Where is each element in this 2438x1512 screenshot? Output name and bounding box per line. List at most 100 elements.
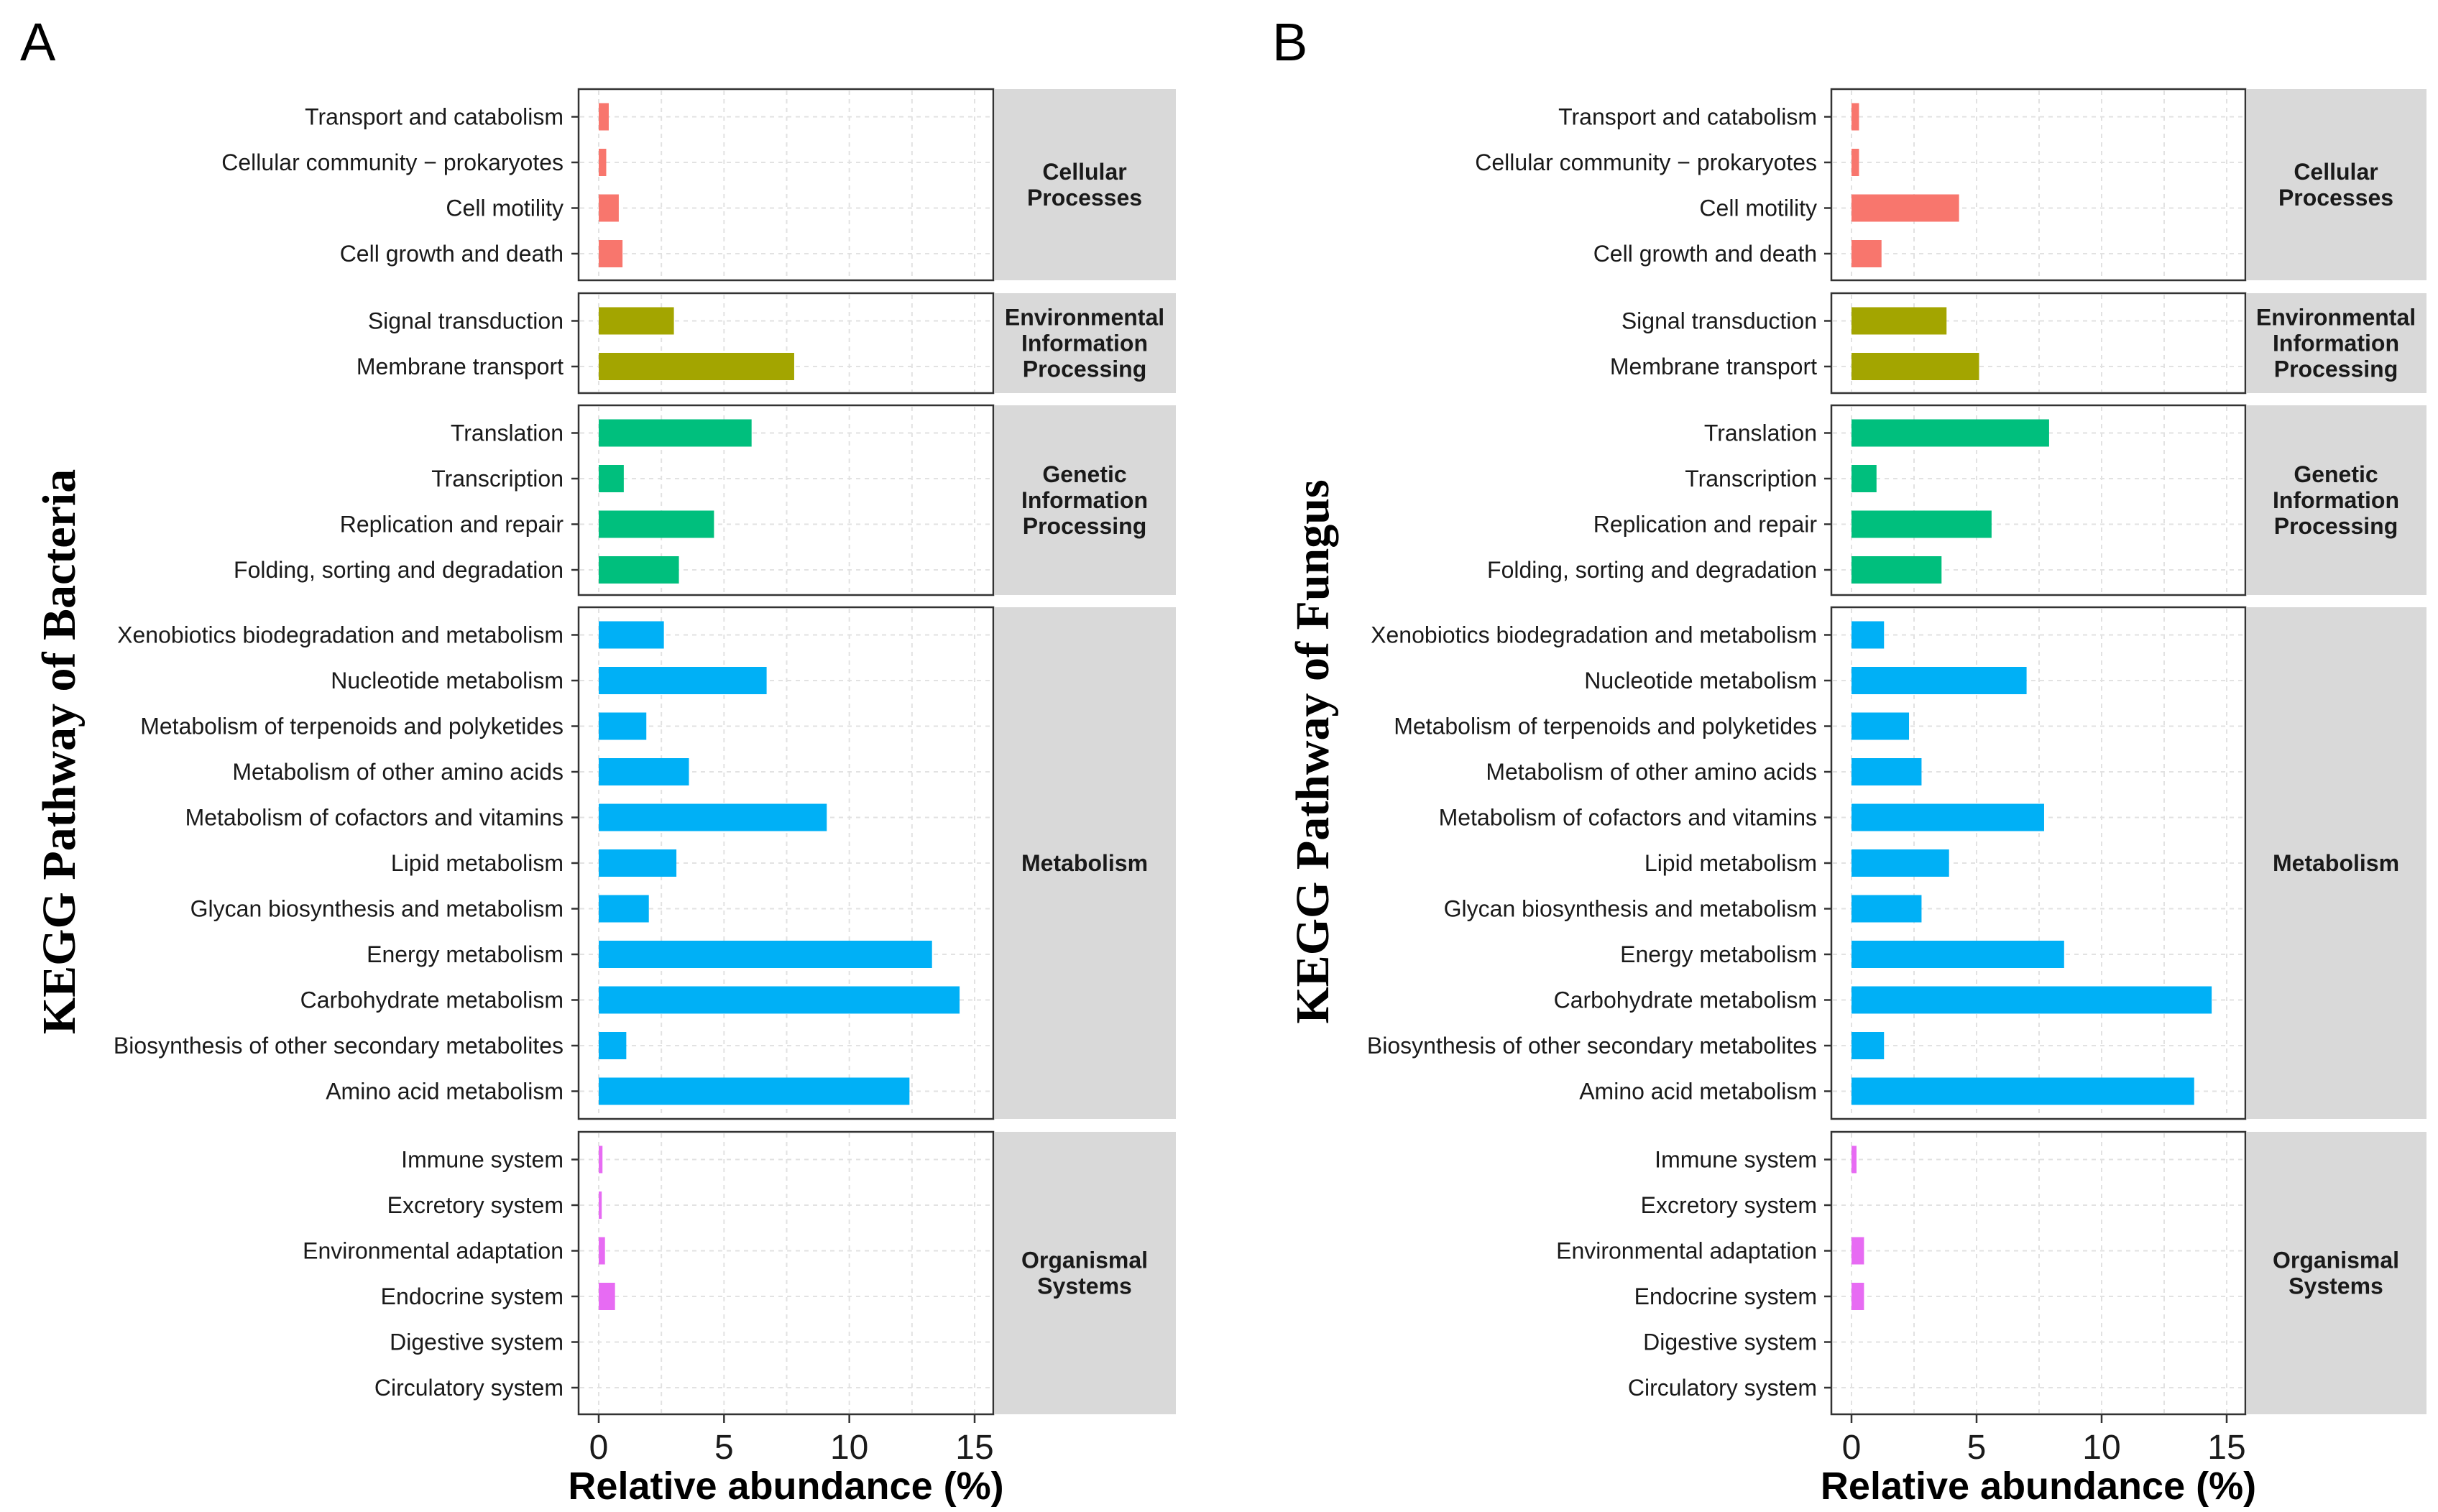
category-label: Cell growth and death: [1593, 241, 1817, 267]
facet-strip-line: Processes: [2278, 185, 2393, 211]
bar: [1852, 149, 1859, 176]
bar: [599, 758, 689, 785]
facet-strip-label: Genetic Information Processing: [1021, 461, 1148, 539]
facet-strip-label: Environmental Information Processing: [2256, 305, 2416, 382]
facet-strip: [995, 293, 1176, 393]
facet-strip-line: Information: [1021, 331, 1148, 356]
category-label: Cell growth and death: [340, 241, 564, 267]
bar: [1852, 621, 1885, 649]
bar: [1852, 712, 1910, 740]
category-label: Glycan biosynthesis and metabolism: [190, 896, 564, 922]
bar: [1852, 353, 1979, 380]
category-label: Lipid metabolism: [1644, 850, 1817, 876]
category-label: Nucleotide metabolism: [1584, 668, 1817, 693]
category-label: Excretory system: [1641, 1192, 1817, 1218]
x-tick-label: 15: [2207, 1429, 2245, 1467]
bar: [599, 1077, 910, 1105]
bar: [599, 1191, 602, 1219]
bar: [1852, 941, 2064, 968]
facet-strip-line: Environmental: [1005, 305, 1164, 331]
category-label: Carbohydrate metabolism: [1554, 987, 1817, 1013]
category-label: Xenobiotics biodegradation and metabolis…: [117, 622, 564, 648]
category-label: Lipid metabolism: [391, 850, 564, 876]
facet-strip-line: Systems: [2288, 1273, 2383, 1299]
category-label: Environmental adaptation: [303, 1238, 564, 1264]
bar: [1852, 1145, 1857, 1174]
x-axis-title: Relative abundance (%): [568, 1465, 1003, 1508]
category-label: Cell motility: [1699, 195, 1817, 221]
bar: [599, 895, 649, 923]
facet-strip: [995, 405, 1176, 595]
category-label: Xenobiotics biodegradation and metabolis…: [1371, 622, 1817, 648]
category-label: Signal transduction: [1622, 308, 1817, 334]
facet-strip-label: Cellular Processes: [2278, 159, 2393, 211]
category-label: Metabolism of terpenoids and polyketides: [140, 714, 564, 739]
x-tick-label: 10: [830, 1429, 868, 1467]
panel-letter: A: [20, 12, 56, 72]
panel-letter: B: [1272, 12, 1307, 72]
category-label: Biosynthesis of other secondary metaboli…: [114, 1033, 564, 1059]
bar: [599, 849, 677, 877]
bar: [1852, 803, 2044, 831]
bar: [599, 510, 714, 538]
facet: Genetic Information Processing Translation T…: [234, 404, 1176, 596]
facet-strip-line: Organismal: [2273, 1248, 2399, 1273]
category-label: Folding, sorting and degradation: [234, 557, 564, 583]
bar: [599, 621, 664, 649]
category-label: Transport and catabolism: [305, 104, 564, 130]
facet-strip-line: Genetic: [2294, 461, 2378, 487]
bar: [599, 803, 827, 831]
bar: [1852, 895, 1922, 923]
bar: [1852, 986, 2212, 1014]
category-label: Transport and catabolism: [1558, 104, 1817, 130]
category-label: Digestive system: [390, 1329, 564, 1355]
facet-strip-line: Metabolism: [1021, 850, 1148, 876]
facet-strip: [2247, 607, 2426, 1119]
panel-b: B KEGG Pathway of Fungus Cellular Processes…: [1272, 12, 2426, 1508]
category-label: Transcription: [431, 466, 564, 492]
category-label: Translation: [1704, 420, 1817, 446]
facet-strip-line: Information: [2273, 331, 2399, 356]
y-axis-title: KEGG Pathway of Bacteria: [33, 469, 86, 1034]
category-label: Amino acid metabolism: [326, 1079, 564, 1105]
bar: [599, 1283, 615, 1310]
facet-strip-line: Cellular: [2294, 159, 2378, 185]
category-label: Cellular community − prokaryotes: [221, 149, 564, 175]
category-label: Digestive system: [1643, 1329, 1817, 1355]
facet-strip-line: Processing: [1023, 356, 1147, 382]
bar: [599, 712, 647, 740]
bar: [1852, 510, 1992, 538]
facet-strip: [2247, 405, 2426, 595]
category-label: Circulatory system: [1628, 1375, 1817, 1401]
facet-strip-line: Processing: [2274, 513, 2398, 539]
bar: [599, 307, 674, 335]
category-label: Translation: [451, 420, 564, 446]
facet: Genetic Information Processing Translation T…: [1487, 404, 2426, 596]
x-tick-label: 0: [589, 1429, 609, 1467]
bar: [1852, 1283, 1864, 1310]
y-axis-title: KEGG Pathway of Fungus: [1287, 479, 1339, 1023]
category-label: Biosynthesis of other secondary metaboli…: [1367, 1033, 1817, 1059]
bar: [1852, 758, 1922, 785]
facet: Environmental Information Processing Signal…: [1610, 292, 2426, 395]
facet-strip-line: Information: [2273, 487, 2399, 513]
facet-strip-label: Organismal Systems: [2273, 1248, 2399, 1299]
bar: [1852, 307, 1947, 335]
category-label: Energy metabolism: [367, 941, 564, 967]
bar: [599, 941, 932, 968]
category-label: Excretory system: [387, 1192, 564, 1218]
category-label: Energy metabolism: [1620, 941, 1817, 967]
x-tick-label: 5: [1967, 1429, 1987, 1467]
bar: [1852, 1077, 2194, 1105]
category-label: Replication and repair: [1593, 512, 1818, 538]
bar: [599, 194, 619, 222]
x-tick-label: 5: [714, 1429, 734, 1467]
facet-strip-line: Processing: [2274, 356, 2398, 382]
category-label: Cell motility: [446, 195, 564, 221]
facet: Organismal Systems Immune system Excretory …: [1556, 1130, 2426, 1416]
facet-strip-line: Processes: [1027, 185, 1142, 211]
category-label: Endocrine system: [381, 1283, 564, 1309]
bar: [1852, 1032, 1885, 1059]
facet-strip-line: Information: [1021, 487, 1148, 513]
